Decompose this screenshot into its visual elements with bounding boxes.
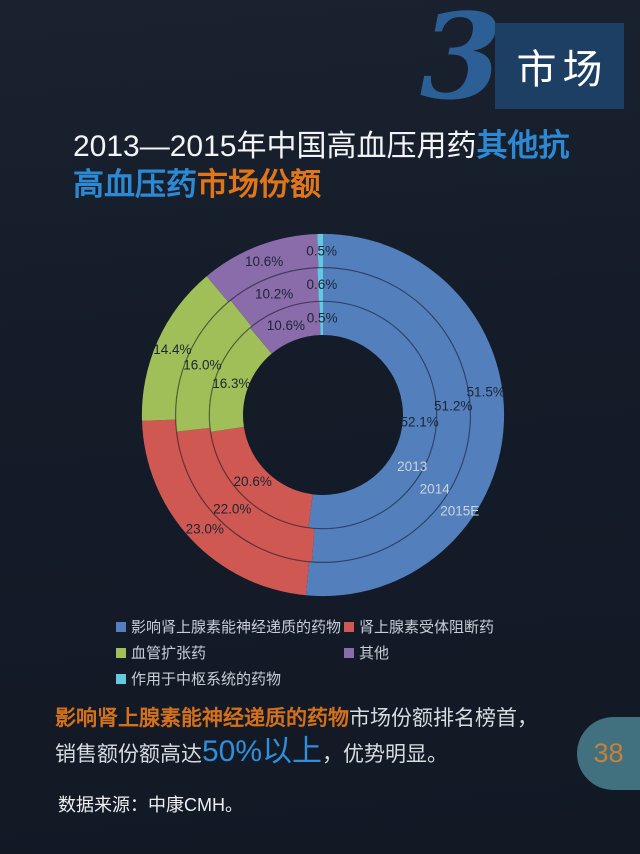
- ring-year-label: 2014: [420, 482, 451, 497]
- ring-separator: [175, 267, 471, 563]
- page-number: 38: [593, 738, 624, 768]
- segment-value-label: 52.1%: [400, 414, 438, 429]
- segment-2013-0: [308, 301, 437, 529]
- commentary-rest: 市场份额排名榜首，: [349, 707, 538, 730]
- data-source: 数据来源：中康CMH。: [58, 795, 243, 815]
- segment-2014-4: [317, 267, 323, 302]
- legend-swatch-green: [116, 647, 126, 658]
- commentary-post: ，优势明显。: [322, 743, 449, 766]
- page-number-badge: 38: [577, 717, 640, 790]
- segment-value-label: 10.6%: [245, 254, 283, 269]
- segment-value-label: 0.5%: [307, 311, 338, 326]
- legend-label: 血管扩张药: [131, 645, 207, 662]
- segment-value-label: 14.4%: [153, 342, 191, 357]
- legend-swatch-purple: [344, 647, 354, 658]
- segment-2014-2: [175, 300, 252, 432]
- segment-2013-2: [209, 327, 272, 432]
- segment-value-label: 20.6%: [234, 474, 272, 489]
- legend-swatch-red: [344, 621, 354, 632]
- title-line1-accent: 其他抗: [476, 128, 570, 163]
- segment-2015E-4: [317, 233, 323, 268]
- commentary-highlight: 影响肾上腺素能神经递质的药物: [55, 707, 349, 730]
- segment-2013-3: [250, 301, 321, 354]
- segment-value-label: 51.2%: [434, 398, 472, 413]
- segment-value-label: 23.0%: [186, 522, 224, 537]
- segment-value-label: 16.3%: [212, 376, 250, 391]
- title-line1-regular: 2013—2015年中国高血压用药: [73, 130, 477, 163]
- segment-2014-0: [311, 267, 471, 563]
- commentary-line-1: 影响肾上腺素能神经递质的药物市场份额排名榜首，: [55, 702, 585, 735]
- legend-label: 其他: [359, 645, 390, 662]
- legend-item: 作用于中枢系统的药物: [116, 668, 344, 689]
- segment-value-label: 22.0%: [213, 501, 251, 516]
- market-share-donut-chart: 52.1%20.6%16.3%10.6% 0.5%201351.2%22.0%16…: [141, 233, 505, 597]
- legend-label: 肾上腺素受体阻断药: [359, 619, 495, 636]
- segment-value-label: 10.6%: [267, 318, 305, 333]
- segment-value-label: 10.2%: [255, 287, 293, 302]
- commentary-line-2: 销售额份额高达50%以上，优势明显。: [55, 735, 585, 771]
- legend-item: 影响肾上腺素能神经递质的药物: [116, 616, 344, 637]
- title-line2-accent: 高血压药: [73, 167, 197, 202]
- legend-label: 作用于中枢系统的药物: [131, 671, 282, 688]
- ring-year-label: 2015E: [440, 503, 479, 518]
- segment-value-label: 16.0%: [183, 358, 221, 373]
- legend-swatch-blue: [116, 621, 126, 632]
- chart-legend: 影响肾上腺素能神经递质的药物 肾上腺素受体阻断药 血管扩张药 其他 作用于中枢系…: [116, 616, 556, 689]
- legend-item: 肾上腺素受体阻断药: [344, 616, 556, 637]
- commentary-big-number: 50%以上: [202, 735, 323, 768]
- segment-2014-3: [230, 267, 319, 327]
- legend-label: 影响肾上腺素能神经递质的药物: [131, 619, 342, 636]
- commentary-pre: 销售额份额高达: [55, 743, 202, 766]
- legend-item: 血管扩张药: [116, 642, 344, 663]
- segment-2015E-3: [206, 233, 319, 303]
- segment-2015E-2: [141, 276, 229, 421]
- legend-item: 其他: [344, 642, 556, 663]
- segment-value-label: 0.5%: [306, 243, 337, 258]
- title-line2-highlight: 市场份额: [197, 167, 321, 202]
- ring-separator: [208, 300, 438, 530]
- section-number: 3: [419, 0, 503, 126]
- segment-2013-1: [210, 426, 313, 528]
- section-label: 市场: [516, 48, 609, 92]
- commentary: 影响肾上腺素能神经递质的药物市场份额排名榜首， 销售额份额高达50%以上，优势明…: [55, 702, 585, 771]
- title-line-1: 2013—2015年中国高血压用药其他抗: [73, 127, 593, 166]
- segment-value-label: 51.5%: [467, 385, 505, 400]
- segment-2014-1: [176, 427, 315, 562]
- slide-title: 2013—2015年中国高血压用药其他抗 高血压药市场份额: [73, 127, 593, 205]
- section-label-box: 市场: [495, 23, 624, 109]
- segment-2015E-0: [305, 233, 505, 597]
- ring-year-label: 2013: [397, 459, 427, 474]
- title-line-2: 高血压药市场份额: [73, 166, 593, 205]
- segment-value-label: 0.6%: [307, 277, 338, 292]
- legend-swatch-cyan: [116, 673, 126, 684]
- segment-2013-4: [319, 301, 323, 336]
